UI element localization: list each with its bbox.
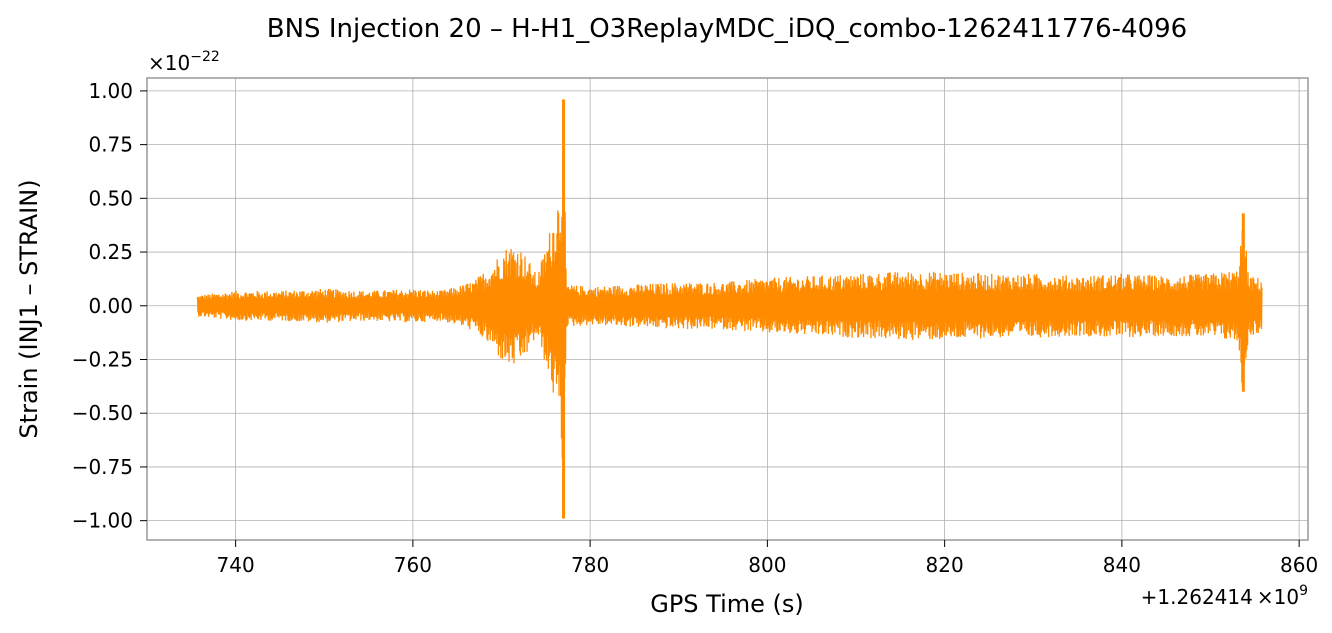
y-axis-label: Strain (INJ1 – STRAIN) — [15, 179, 43, 438]
x-tick-label: 820 — [926, 553, 964, 577]
y-tick-label: 0.75 — [88, 133, 133, 157]
series-layer — [196, 99, 1263, 519]
x-axis-label: GPS Time (s) — [650, 590, 804, 618]
y-axis: −1.00 −0.75 −0.50 −0.25 0.00 0.25 0.50 0.75 1.00 — [72, 79, 147, 533]
y-scale-exp: −22 — [190, 49, 220, 65]
x-tick-label: 860 — [1280, 553, 1318, 577]
y-scale-base: ×10 — [148, 51, 190, 75]
y-tick-label: 0.50 — [88, 186, 133, 210]
x-tick-label: 780 — [571, 553, 609, 577]
chart-title: BNS Injection 20 – H-H1_O3ReplayMDC_iDQ_… — [267, 14, 1187, 44]
x-tick-label: 760 — [394, 553, 432, 577]
y-tick-label: −1.00 — [72, 509, 133, 533]
svg-text:+1.262414×109: +1.262414 ×109 — [1141, 583, 1308, 609]
x-axis: 740 760 780 800 820 840 860 — [217, 540, 1318, 577]
svg-text:×10−22: ×10−22 — [148, 49, 220, 75]
x-tick-label: 800 — [748, 553, 786, 577]
x-offset-power: ×10 — [1257, 585, 1299, 609]
x-offset-exp: 9 — [1299, 583, 1308, 599]
strain-trace — [196, 114, 1263, 459]
y-tick-label: 0.00 — [88, 294, 133, 318]
x-offset-label: +1.262414 ×109 — [1141, 583, 1308, 609]
y-tick-label: 0.25 — [88, 240, 133, 264]
y-scale-label: ×10−22 — [148, 49, 220, 75]
y-tick-label: −0.25 — [72, 347, 133, 371]
plot-frame — [146, 77, 1309, 541]
y-tick-label: −0.50 — [72, 401, 133, 425]
x-offset-value: +1.262414 — [1141, 585, 1253, 609]
y-tick-label: −0.75 — [72, 455, 133, 479]
x-tick-label: 840 — [1103, 553, 1141, 577]
x-tick-label: 740 — [217, 553, 255, 577]
y-tick-label: 1.00 — [88, 79, 133, 103]
